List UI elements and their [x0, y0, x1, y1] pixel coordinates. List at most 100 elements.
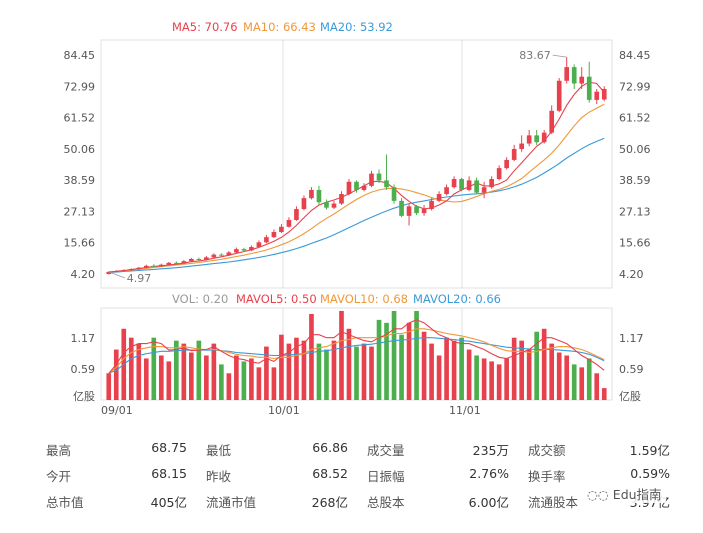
volume-bar: [376, 319, 382, 400]
stat-label: 成交量: [367, 443, 405, 458]
candle-body: [459, 179, 464, 190]
volume-y-tick-left: 0.59: [71, 363, 96, 376]
volume-bar: [256, 367, 262, 400]
y-tick-label-right: 38.59: [619, 174, 651, 187]
candle-body: [181, 261, 187, 264]
y-tick-label-right: 72.99: [619, 80, 651, 93]
volume-bar: [519, 340, 524, 400]
volume-bar: [249, 358, 254, 400]
candle-body: [151, 265, 157, 267]
candle-body: [301, 198, 307, 210]
candle-body: [279, 226, 284, 232]
volume-bar: [526, 349, 532, 400]
volume-bar: [173, 340, 179, 400]
x-tick-label: 10/01: [268, 404, 300, 417]
stock-chart: 84.45 84.45 72.99 72.99 61.52 61.52 50.06 50.06…: [64, 20, 651, 417]
mavol20-line: [108, 337, 605, 374]
volume-bar: [241, 361, 247, 400]
candle-body: [556, 80, 562, 111]
mavol5-line: [108, 319, 605, 374]
y-tick-label-left: 72.99: [64, 80, 96, 93]
volume-bar: [459, 337, 464, 400]
candle-body: [369, 173, 374, 186]
candle-body: [136, 267, 142, 270]
x-tick-label: 11/01: [449, 404, 481, 417]
stat-value: 0.59%: [630, 466, 670, 481]
candle-body: [143, 265, 149, 268]
volume-bar: [279, 334, 284, 400]
stat-label: 最低: [206, 443, 232, 458]
high-annotation: 83.67: [519, 49, 551, 62]
volume-bar: [346, 328, 352, 400]
volume-bar: [204, 355, 209, 400]
volume-y-tick-left: 亿股: [73, 390, 95, 403]
volume-bar: [113, 349, 119, 400]
candle-body: [196, 258, 202, 260]
x-tick-label: 09/01: [101, 404, 133, 417]
candle-body: [571, 67, 577, 84]
candle-body: [309, 189, 314, 199]
stat-label: 昨收: [206, 469, 232, 484]
candle-body: [166, 262, 172, 265]
candle-body: [331, 203, 337, 208]
candle-body: [113, 270, 119, 272]
candle-body: [339, 194, 344, 204]
candle-body: [211, 254, 217, 258]
volume-bar: [556, 352, 562, 400]
volume-bar: [504, 358, 509, 400]
volume-legend-item: MAVOL20: 0.66: [413, 292, 501, 306]
candle-body: [451, 179, 457, 188]
candle-body: [601, 88, 607, 100]
volume-bar: [451, 340, 457, 400]
candle-body: [444, 187, 449, 195]
stat-value: 6.00亿: [468, 495, 509, 510]
candle-body: [436, 194, 442, 201]
stats-row: 最高 68.75 最低 66.86 成交量 235万 成交额 1.59亿: [0, 440, 703, 460]
ma-legend-item: MA5: 70.76: [172, 20, 238, 34]
candle-body: [579, 76, 585, 84]
volume-bar: [286, 343, 292, 400]
volume-bar: [571, 364, 577, 400]
candle-body: [346, 181, 352, 195]
volume-bar: [211, 343, 217, 400]
ma5-line: [108, 81, 605, 273]
volume-bar: [158, 355, 164, 400]
ma10-line: [108, 103, 605, 273]
high-annotation-leader: [552, 54, 567, 58]
stat-value: 235万: [472, 443, 509, 458]
candle-body: [564, 67, 570, 81]
candle-body: [204, 257, 209, 260]
volume-bar: [106, 373, 112, 400]
volume-bar: [226, 373, 232, 400]
volume-bar: [594, 373, 600, 400]
low-annotation: 4.97: [127, 272, 151, 285]
stat-label: 最高: [46, 443, 72, 458]
candle-body: [474, 180, 479, 193]
y-tick-label-left: 61.52: [64, 112, 96, 125]
candle-body: [519, 143, 524, 150]
ma-legend-item: MA20: 53.92: [320, 20, 393, 34]
candle-body: [324, 202, 329, 208]
candle-body: [429, 200, 434, 210]
volume-y-tick-right: 0.59: [619, 363, 644, 376]
candle-body: [264, 237, 269, 243]
ma20-line: [108, 137, 605, 273]
candle-body: [406, 206, 412, 216]
candle-body: [294, 209, 299, 220]
volume-legend-item: MAVOL5: 0.50: [236, 292, 317, 306]
stat-label: 日振幅: [367, 469, 405, 484]
candle-body: [354, 181, 359, 190]
y-tick-label-left: 27.13: [64, 205, 96, 218]
volume-bar: [436, 355, 442, 400]
volume-bar: [511, 337, 517, 400]
y-tick-label-right: 15.66: [619, 237, 651, 250]
ma-legend-item: MA10: 66.43: [243, 20, 316, 34]
candle-body: [376, 173, 382, 181]
stat-label: 今开: [46, 469, 72, 484]
volume-bar: [294, 337, 299, 400]
candle-body: [234, 249, 239, 253]
stat-label: 流通市值: [206, 495, 257, 510]
candle-body: [481, 187, 487, 193]
main-chart-frame: [100, 39, 613, 289]
volume-bar: [128, 337, 134, 400]
